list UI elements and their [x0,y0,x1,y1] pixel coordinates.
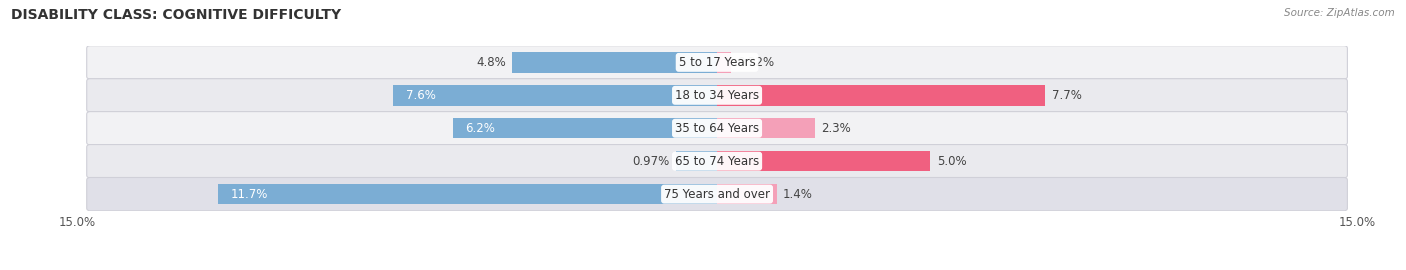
Bar [717,52,731,73]
Text: 5 to 17 Years: 5 to 17 Years [679,56,755,69]
Text: 2.3%: 2.3% [821,122,851,135]
Text: DISABILITY CLASS: COGNITIVE DIFFICULTY: DISABILITY CLASS: COGNITIVE DIFFICULTY [11,8,342,22]
Bar [453,118,717,139]
Bar [717,118,815,139]
Bar [392,85,717,106]
Bar [717,151,931,171]
Bar [218,184,717,204]
Text: 65 to 74 Years: 65 to 74 Years [675,155,759,168]
Text: 1.4%: 1.4% [783,188,813,201]
Text: Source: ZipAtlas.com: Source: ZipAtlas.com [1284,8,1395,18]
Text: 7.7%: 7.7% [1052,89,1081,102]
Text: 4.8%: 4.8% [477,56,506,69]
Bar [717,184,776,204]
FancyBboxPatch shape [87,144,1347,178]
FancyBboxPatch shape [87,46,1347,79]
Text: 11.7%: 11.7% [231,188,269,201]
FancyBboxPatch shape [87,112,1347,145]
Text: 0.32%: 0.32% [737,56,775,69]
Bar [676,151,717,171]
FancyBboxPatch shape [87,177,1347,211]
Text: 5.0%: 5.0% [936,155,966,168]
Text: 35 to 64 Years: 35 to 64 Years [675,122,759,135]
Text: 0.97%: 0.97% [633,155,669,168]
Bar [512,52,717,73]
Bar [717,85,1046,106]
Text: 7.6%: 7.6% [406,89,436,102]
Text: 75 Years and over: 75 Years and over [664,188,770,201]
Text: 18 to 34 Years: 18 to 34 Years [675,89,759,102]
FancyBboxPatch shape [87,79,1347,112]
Text: 6.2%: 6.2% [465,122,495,135]
